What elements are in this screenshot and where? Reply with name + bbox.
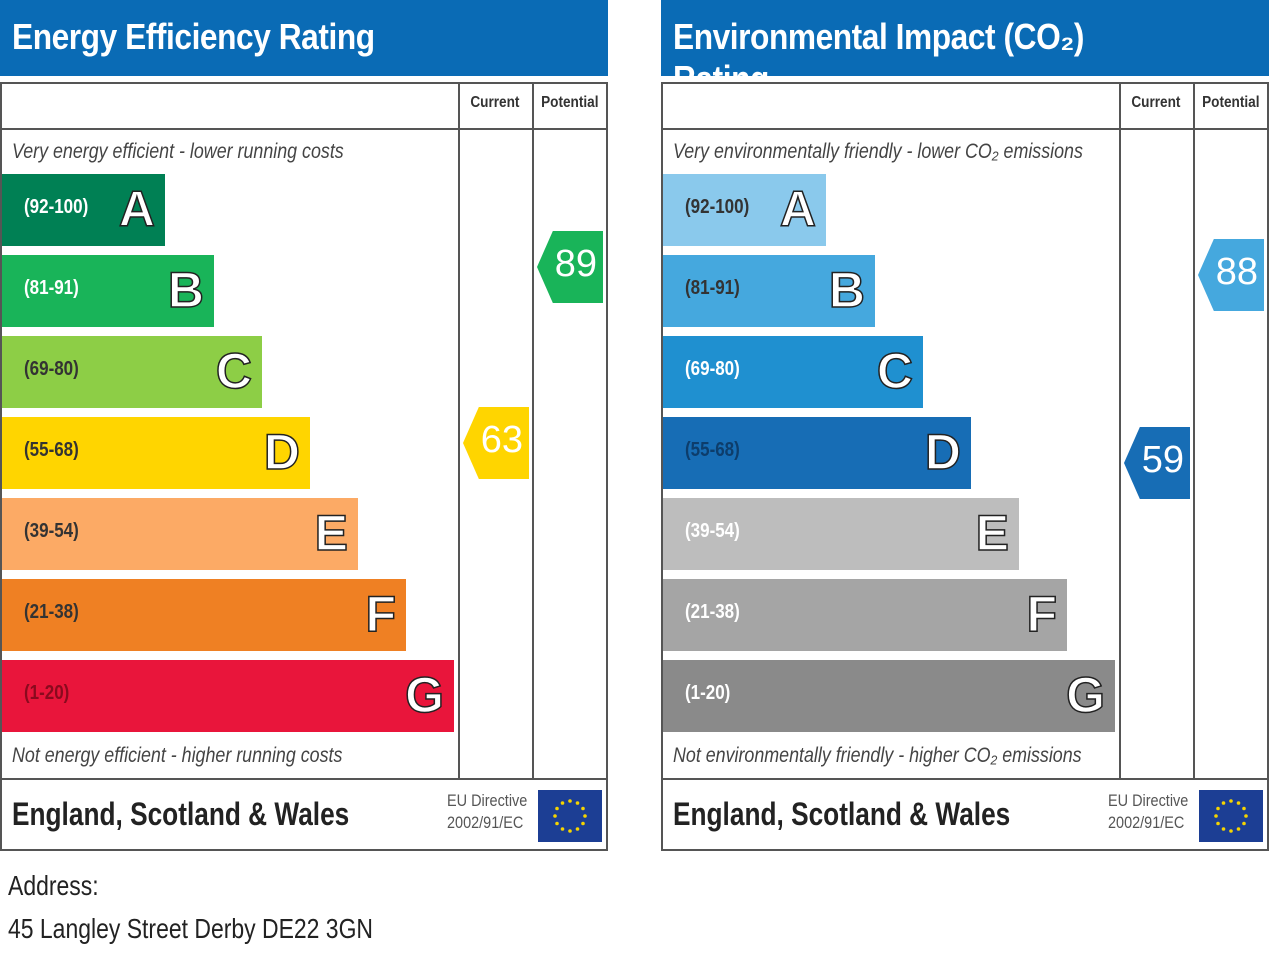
eu-flag-icon: [1199, 790, 1263, 842]
band-range: (81-91): [685, 277, 740, 299]
current-rating-arrow: 63: [463, 407, 529, 479]
eu-directive-line2: 2002/91/EC: [447, 813, 524, 832]
address-label: Address:: [8, 870, 99, 901]
band-letter: C: [876, 342, 914, 400]
band-e: (39-54) E: [663, 498, 1019, 570]
band-range: (69-80): [24, 358, 79, 380]
divider: [458, 84, 460, 778]
rating-table: Current Potential Very environmentally fri…: [661, 82, 1269, 851]
band-range: (21-38): [685, 601, 740, 623]
band-c: (69-80) C: [663, 336, 923, 408]
band-range: (1-20): [685, 682, 731, 704]
band-f: (21-38) F: [2, 579, 406, 651]
band-range: (81-91): [24, 277, 79, 299]
band-a: (92-100) A: [663, 174, 826, 246]
column-header-current: Current: [470, 94, 520, 111]
chart-title: Energy Efficiency Rating: [0, 0, 608, 76]
band-letter: F: [365, 585, 397, 643]
region-label: England, Scotland & Wales: [673, 796, 1011, 832]
band-c: (69-80) C: [2, 336, 262, 408]
divider: [2, 778, 606, 780]
band-range: (55-68): [685, 439, 740, 461]
bottom-note: Not energy efficient - higher running co…: [12, 744, 343, 767]
band-d: (55-68) D: [2, 417, 310, 489]
band-range: (92-100): [24, 196, 89, 218]
bottom-note: Not environmentally friendly - higher CO…: [673, 744, 1082, 767]
band-e: (39-54) E: [2, 498, 358, 570]
chart-title-text: Environmental Impact (CO₂) Rating: [673, 16, 1085, 99]
band-letter: E: [314, 504, 349, 562]
chart-title-text: Energy Efficiency Rating: [12, 16, 375, 57]
band-letter: F: [1026, 585, 1058, 643]
chart-title: Environmental Impact (CO₂) Rating: [661, 0, 1269, 99]
band-g: (1-20) G: [2, 660, 454, 732]
band-range: (39-54): [685, 520, 740, 542]
band-letter: C: [215, 342, 253, 400]
band-letter: A: [118, 180, 156, 238]
band-b: (81-91) B: [2, 255, 214, 327]
column-header-potential: Potential: [541, 94, 599, 111]
eu-flag-icon: [538, 790, 602, 842]
environmental-impact-panel: Environmental Impact (CO₂) Rating Current…: [661, 0, 1269, 851]
band-letter: G: [1065, 666, 1105, 724]
band-range: (55-68): [24, 439, 79, 461]
band-range: (69-80): [685, 358, 740, 380]
eu-directive-line1: EU Directive: [447, 791, 528, 810]
column-header-current: Current: [1131, 94, 1181, 111]
divider: [532, 84, 534, 778]
divider: [663, 128, 1267, 130]
eu-directive-line1: EU Directive: [1108, 791, 1189, 810]
band-g: (1-20) G: [663, 660, 1115, 732]
divider: [1119, 84, 1121, 778]
potential-rating-arrow: 88: [1198, 239, 1264, 311]
band-range: (1-20): [24, 682, 70, 704]
potential-rating-arrow: 89: [537, 231, 603, 303]
band-range: (92-100): [685, 196, 750, 218]
column-header-potential: Potential: [1202, 94, 1260, 111]
band-a: (92-100) A: [2, 174, 165, 246]
current-rating-arrow: 59: [1124, 427, 1190, 499]
band-range: (21-38): [24, 601, 79, 623]
band-letter: B: [167, 261, 205, 319]
region-label: England, Scotland & Wales: [12, 796, 350, 832]
band-letter: D: [924, 423, 962, 481]
band-f: (21-38) F: [663, 579, 1067, 651]
top-note: Very energy efficient - lower running co…: [12, 140, 344, 163]
eu-directive-line2: 2002/91/EC: [1108, 813, 1185, 832]
band-b: (81-91) B: [663, 255, 875, 327]
divider: [2, 128, 606, 130]
divider: [1193, 84, 1195, 778]
band-d: (55-68) D: [663, 417, 971, 489]
top-note: Very environmentally friendly - lower CO…: [673, 140, 1083, 163]
band-range: (39-54): [24, 520, 79, 542]
band-letter: E: [975, 504, 1010, 562]
energy-efficiency-panel: Energy Efficiency Rating Current Potential…: [0, 0, 608, 851]
rating-table: Current Potential Very energy efficient - …: [0, 82, 608, 851]
band-letter: G: [404, 666, 444, 724]
band-letter: D: [263, 423, 301, 481]
band-letter: B: [828, 261, 866, 319]
divider: [663, 778, 1267, 780]
band-letter: A: [779, 180, 817, 238]
address-value: 45 Langley Street Derby DE22 3GN: [8, 913, 374, 944]
